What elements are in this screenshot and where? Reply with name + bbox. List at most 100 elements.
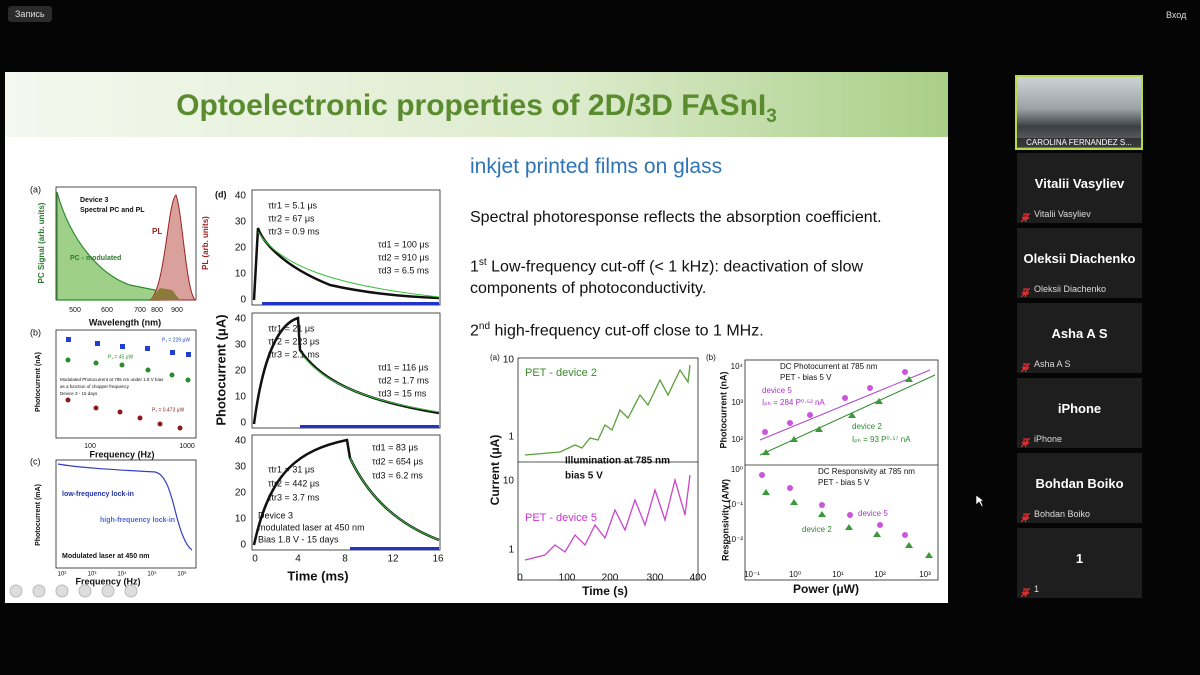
- tick-label: 700: [134, 307, 146, 314]
- tick-label: 10⁻²: [727, 535, 743, 544]
- figure-text: (a): [30, 184, 41, 194]
- figure-text: modulated laser at 450 nm: [258, 522, 365, 532]
- tick-label: 10¹: [832, 570, 844, 579]
- participant-label: Asha A S: [1034, 359, 1071, 369]
- tick-label: 30: [235, 340, 247, 351]
- point-number: 1: [470, 258, 479, 276]
- tick-label: 10⁵: [147, 571, 157, 578]
- tick-label: 100: [559, 573, 576, 584]
- figure-text: (b): [706, 353, 716, 362]
- figure-text: PL: [152, 227, 162, 236]
- point: 1st Low-frequency cut-off (< 1 kHz): dea…: [470, 252, 863, 300]
- mic-muted-icon: [1020, 209, 1031, 223]
- figure-text: PET - bias 5 V: [780, 373, 832, 382]
- tick-label: 10⁶: [177, 571, 187, 578]
- point: 2nd high-frequency cut-off close to 1 MH…: [470, 316, 764, 342]
- figure-text: Responsivity (A/W): [720, 479, 730, 561]
- figure-text: Device 3 - 15 days: [60, 391, 98, 396]
- participant-label: Bohdan Boiko: [1034, 509, 1091, 519]
- tick-label: 10⁻¹: [744, 570, 760, 579]
- figure-text: Iₚₕ = 284 P⁰·⁵² nA: [762, 398, 825, 407]
- tick-label: 1: [508, 432, 514, 443]
- figure-text: (c): [30, 456, 41, 466]
- title-subscript: 3: [766, 106, 777, 127]
- figure-text: τtr1 = 21 μs: [268, 323, 315, 333]
- record-button[interactable]: Запись: [8, 6, 52, 22]
- figure-text: τtr3 = 2.1 ms: [268, 349, 320, 359]
- point-text: Low-frequency cut-off (< 1 kHz): deactiv…: [491, 258, 864, 276]
- mic-muted-icon: [1020, 584, 1031, 598]
- tick-label: 10³: [919, 570, 931, 579]
- tick-label: 10⁰: [731, 465, 743, 474]
- participant-tile[interactable]: iPhone iPhone: [1017, 378, 1142, 448]
- figure-text: P₁ = 45 μW: [108, 354, 134, 360]
- figure-text: (d): [215, 189, 227, 199]
- figure-text: τtr2 = 442 μs: [268, 478, 320, 488]
- figure-text: Modulated Photocurrent at 785 nm under 1…: [60, 377, 164, 382]
- point-text: components of photoconductivity.: [470, 280, 707, 298]
- figure-text: τtr3 = 3.7 ms: [268, 492, 320, 502]
- figure-text: DC Responsivity at 785 nm: [818, 467, 915, 476]
- mic-muted-icon: [1020, 359, 1031, 373]
- login-button[interactable]: Вход: [1166, 10, 1187, 20]
- figure-text: device 5: [762, 386, 792, 395]
- figure-text: high-frequency lock-in: [100, 517, 175, 524]
- figure-text: P₁ = 229 μW: [162, 337, 190, 343]
- title-band: [5, 72, 948, 137]
- figure-text: PET - device 2: [525, 367, 597, 379]
- participant-tile[interactable]: Vitalii Vasyliev Vitalii Vasyliev: [1017, 153, 1142, 223]
- figure-text: low-frequency lock-in: [62, 491, 134, 498]
- figure-text: PET - bias 5 V: [818, 478, 870, 487]
- figure-text: P₁ = 0.473 μW: [152, 407, 185, 413]
- tick-label: 0: [240, 540, 246, 551]
- tick-label: 20: [235, 366, 247, 377]
- figure-text: (a): [490, 353, 500, 362]
- tick-label: 40: [235, 436, 247, 447]
- participant-tile[interactable]: Asha A S Asha A S: [1017, 303, 1142, 373]
- video-label: CAROLINA FERNANDEZ S...: [1017, 138, 1141, 147]
- tick-label: 900: [171, 307, 183, 314]
- figure-text: Iₚₕ = 93 P⁰·⁵⁷ nA: [852, 435, 911, 444]
- figure-text: τtr3 = 0.9 ms: [268, 226, 320, 236]
- tick-label: 4: [295, 554, 301, 565]
- figure-text: Power (μW): [793, 582, 859, 596]
- tick-label: 300: [647, 573, 664, 584]
- tick-label: 16: [432, 554, 444, 565]
- figure-text: τd1 = 116 μs: [378, 362, 429, 372]
- tick-label: 1: [508, 545, 514, 556]
- tick-label: 20: [235, 488, 247, 499]
- figure-text: Time (ms): [287, 568, 348, 583]
- tick-label: 10²: [58, 572, 67, 578]
- figure-text: τtr2 = 223 μs: [268, 336, 320, 346]
- figure-text: device 2: [852, 422, 882, 431]
- figure-text: Illumination at 785 nm: [565, 456, 670, 467]
- tick-label: 20: [235, 243, 247, 254]
- figure-text: Current (μA): [488, 435, 502, 506]
- participant-tile[interactable]: Oleksii Diachenko Oleksii Diachenko: [1017, 228, 1142, 298]
- figure-text: Photocurrent (nA): [35, 352, 42, 412]
- figure-text: τtr2 = 67 μs: [268, 213, 315, 223]
- tick-label: 10⁻¹: [727, 500, 743, 509]
- figure-text: τtr1 = 5.1 μs: [268, 200, 318, 210]
- figure-text: Frequency (Hz): [89, 449, 154, 459]
- participant-tile[interactable]: Bohdan Boiko Bohdan Boiko: [1017, 453, 1142, 523]
- figure-text: τd1 = 83 μs: [372, 442, 419, 452]
- figure-text: Device 3: [80, 197, 109, 204]
- tick-label: 0: [240, 418, 246, 429]
- cursor: [975, 494, 985, 508]
- tick-label: 10: [503, 355, 515, 366]
- participant-label: Vitalii Vasyliev: [1034, 209, 1091, 219]
- mic-muted-icon: [1020, 284, 1031, 298]
- figure-text: Time (s): [582, 584, 628, 598]
- tick-label: 1000: [179, 443, 195, 450]
- traces: [56, 191, 936, 561]
- figure-text: Bias 1.8 V - 15 days: [258, 534, 339, 544]
- tick-label: 10: [235, 269, 247, 280]
- participant-label: iPhone: [1034, 434, 1063, 444]
- tick-label: 10⁴: [117, 571, 127, 578]
- tick-label: 100: [84, 443, 96, 450]
- video-tile[interactable]: CAROLINA FERNANDEZ S...: [1015, 75, 1143, 150]
- participant-name: Oleksii Diachenko: [1023, 251, 1136, 266]
- point-number: 2: [470, 322, 479, 340]
